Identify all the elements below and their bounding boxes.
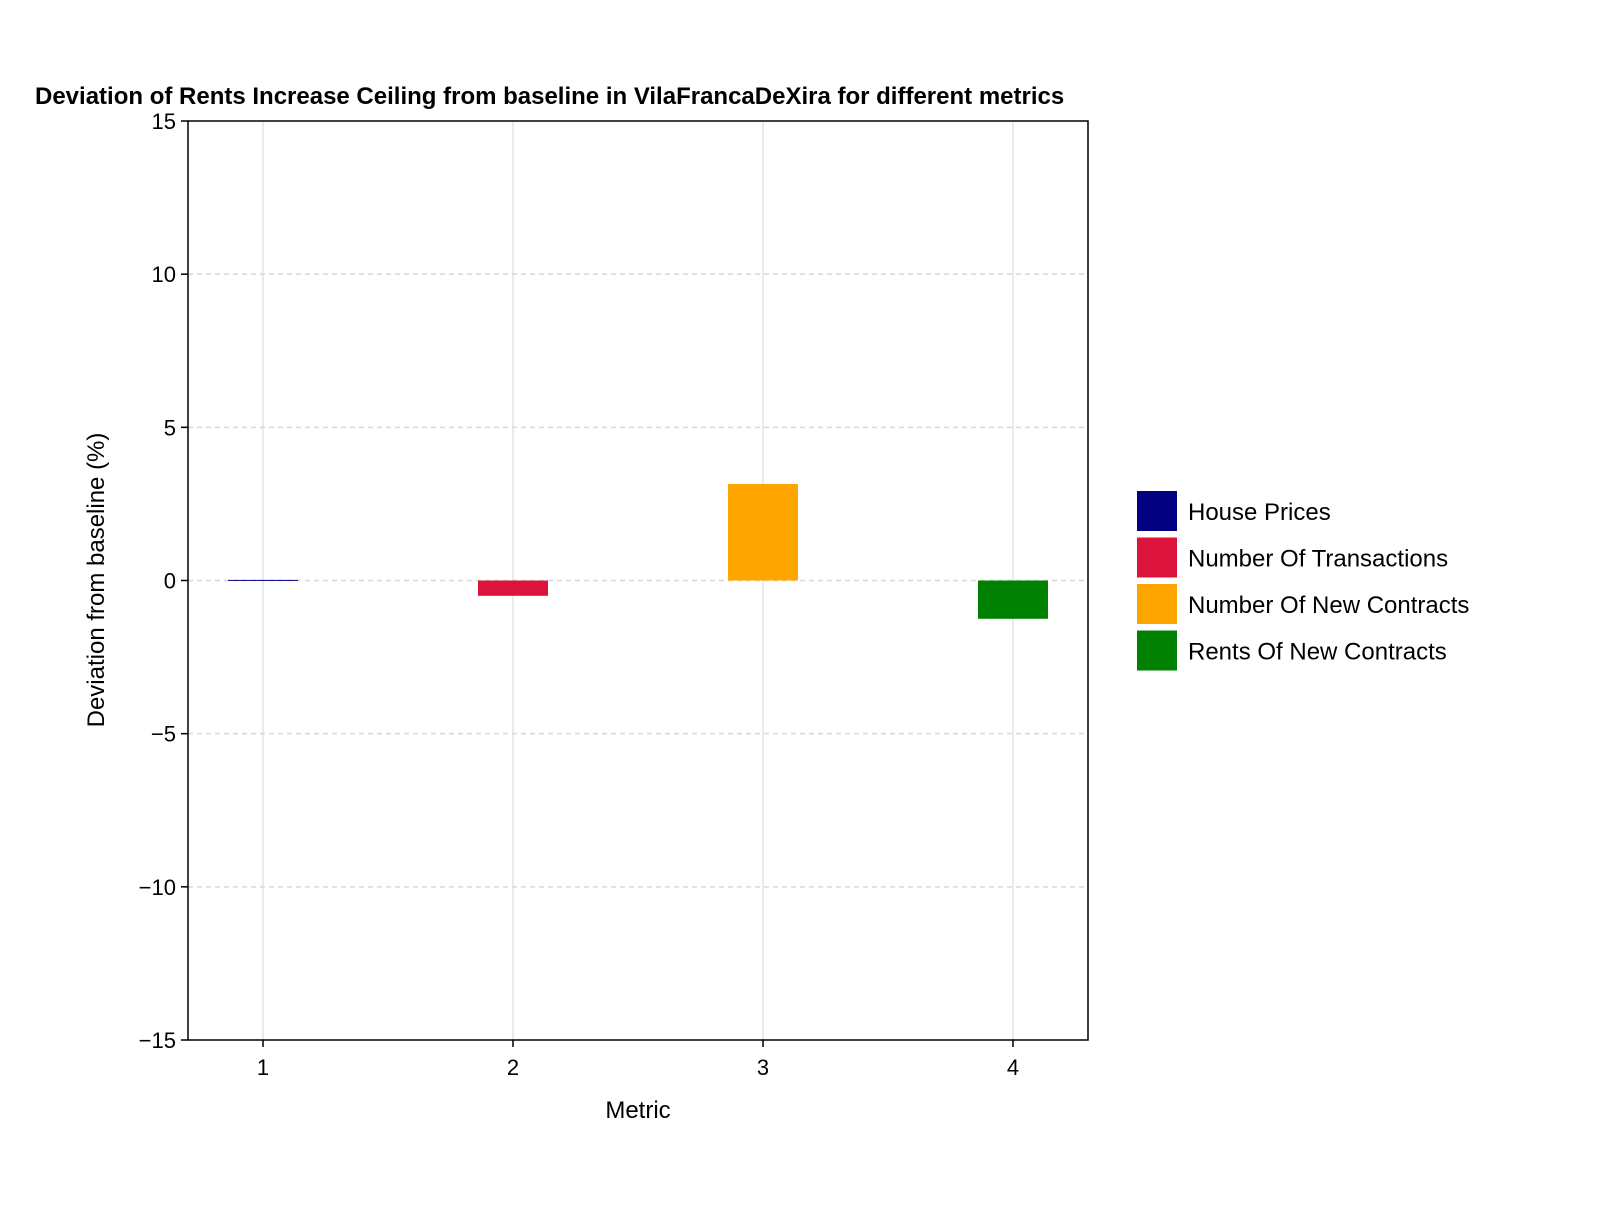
y-tick-label: 0 — [164, 569, 176, 594]
legend-label: Rents Of New Contracts — [1188, 639, 1447, 666]
y-tick-label: −10 — [139, 875, 176, 900]
x-tick-label: 1 — [257, 1055, 269, 1080]
y-tick-label: 15 — [152, 109, 176, 134]
x-tick-label: 4 — [1007, 1055, 1019, 1080]
x-axis-ticks: 1 2 3 4 — [257, 1040, 1019, 1080]
y-tick-label: 5 — [164, 415, 176, 440]
x-tick-label: 3 — [757, 1055, 769, 1080]
bar-rents-of-new-contracts — [978, 580, 1048, 619]
legend-label: House Prices — [1188, 499, 1331, 526]
bar-number-of-new-contracts — [728, 484, 798, 581]
bar-house-prices — [228, 579, 298, 581]
x-axis-label: Metric — [605, 1097, 670, 1124]
y-tick-label: −15 — [139, 1028, 176, 1053]
legend: House Prices Number Of Transactions Number… — [1137, 491, 1469, 671]
legend-label: Number Of New Contracts — [1188, 592, 1469, 619]
y-tick-label: −5 — [151, 722, 176, 747]
y-axis-ticks: −15 −10 −5 0 5 10 15 — [139, 109, 188, 1053]
y-tick-label: 10 — [152, 262, 176, 287]
legend-swatch — [1137, 491, 1177, 531]
bar-number-of-transactions — [478, 580, 548, 596]
bars — [228, 484, 1048, 619]
legend-swatch — [1137, 537, 1177, 578]
legend-swatch — [1137, 630, 1177, 671]
legend-label: Number Of Transactions — [1188, 546, 1448, 573]
chart-title: Deviation of Rents Increase Ceiling from… — [35, 83, 1064, 110]
y-axis-label: Deviation from baseline (%) — [83, 433, 110, 728]
legend-swatch — [1137, 584, 1177, 624]
x-tick-label: 2 — [507, 1055, 519, 1080]
grid-lines — [188, 121, 1088, 1040]
